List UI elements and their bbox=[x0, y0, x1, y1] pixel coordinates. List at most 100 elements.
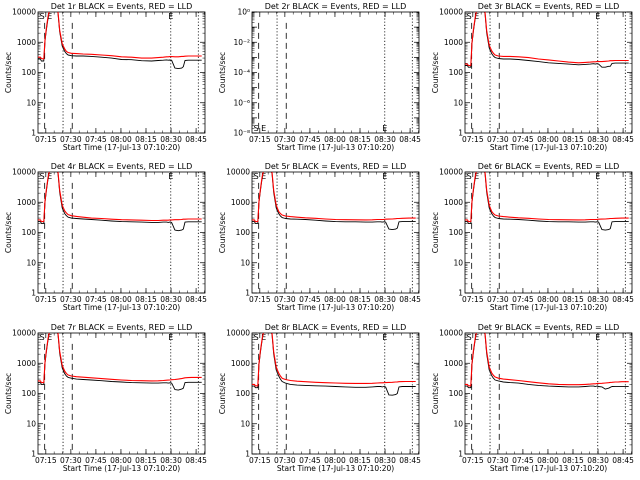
x-tick-label: 07:45 bbox=[299, 295, 321, 304]
x-tick-label: 08:45 bbox=[185, 295, 207, 304]
panel-2: Det 2r BLACK = Events, RED = LLD 10⁰ 10⁻² 1… bbox=[218, 2, 421, 152]
x-tick-label: 08:00 bbox=[110, 135, 132, 144]
y-tick-label: 1000 bbox=[444, 38, 463, 47]
y-tick-label: 1 bbox=[31, 129, 36, 138]
x-tick-label: 07:45 bbox=[512, 135, 534, 144]
x-tick-label: 08:00 bbox=[110, 295, 132, 304]
y-axis-label: Counts/sec bbox=[4, 52, 13, 93]
y-tick-label: 10000 bbox=[226, 168, 250, 177]
panel-curves bbox=[465, 172, 629, 231]
marker-label-e: E bbox=[168, 12, 173, 21]
marker-label-e: E bbox=[168, 172, 173, 181]
x-tick-label: 08:00 bbox=[324, 135, 346, 144]
x-axis-label: Start Time (17-Jul-13 07:10:20) bbox=[490, 464, 607, 473]
x-tick-label: 07:45 bbox=[299, 135, 321, 144]
x-axis-label: Start Time (17-Jul-13 07:10:20) bbox=[63, 464, 180, 473]
y-tick-label: 10 bbox=[26, 419, 36, 428]
series-events-line bbox=[465, 12, 629, 68]
y-tick-label: 1 bbox=[458, 450, 463, 459]
y-tick-label: 10 bbox=[453, 258, 463, 267]
x-tick-label: 08:30 bbox=[160, 135, 182, 144]
y-tick-label: 1 bbox=[31, 450, 36, 459]
series-lld-line bbox=[465, 333, 629, 387]
x-tick-label: 08:30 bbox=[374, 456, 396, 465]
panel-title: Det 1r BLACK = Events, RED = LLD bbox=[51, 2, 193, 11]
x-tick-label: 08:15 bbox=[135, 295, 157, 304]
x-tick-label: 08:30 bbox=[160, 456, 182, 465]
y-tick-label: 10000 bbox=[12, 329, 36, 338]
x-tick-label: 07:45 bbox=[85, 456, 107, 465]
x-tick-label: 07:30 bbox=[60, 135, 82, 144]
x-tick-label: 08:00 bbox=[110, 456, 132, 465]
marker-label-s: S bbox=[467, 172, 472, 181]
y-tick-label: 10000 bbox=[439, 8, 463, 17]
marker-label-e: E bbox=[47, 172, 52, 181]
panel-5: Det 5r BLACK = Events, RED = LLD 1 10 100 10… bbox=[218, 162, 421, 312]
x-axis-label: Start Time (17-Jul-13 07:10:20) bbox=[277, 303, 394, 312]
panel-6: Det 6r BLACK = Events, RED = LLD 1 10 100 10… bbox=[431, 162, 634, 312]
y-tick-label: 1 bbox=[245, 450, 250, 459]
x-tick-label: 07:45 bbox=[299, 456, 321, 465]
y-tick-label: 1000 bbox=[444, 359, 463, 368]
y-tick-label: 100 bbox=[236, 389, 251, 398]
x-tick-label: 08:15 bbox=[135, 456, 157, 465]
panel-8: Det 8r BLACK = Events, RED = LLD 1 10 100 10… bbox=[218, 323, 421, 473]
y-tick-label: 10000 bbox=[439, 329, 463, 338]
y-tick-label: 10000 bbox=[226, 329, 250, 338]
marker-label-e: E bbox=[168, 333, 173, 342]
y-tick-label: 100 bbox=[449, 228, 464, 237]
y-tick-label: 1 bbox=[245, 289, 250, 298]
panel-9: Det 9r BLACK = Events, RED = LLD 1 10 100 10… bbox=[431, 323, 634, 473]
x-tick-label: 07:45 bbox=[512, 456, 534, 465]
marker-label-s: S bbox=[254, 124, 259, 133]
y-axis-label: Counts/sec bbox=[218, 52, 227, 93]
y-tick-label: 10 bbox=[453, 98, 463, 107]
x-tick-label: 08:30 bbox=[587, 135, 609, 144]
marker-label-e: E bbox=[47, 12, 52, 21]
x-tick-label: 07:45 bbox=[85, 295, 107, 304]
x-tick-label: 08:00 bbox=[537, 295, 559, 304]
x-tick-label: 07:30 bbox=[487, 135, 509, 144]
marker-label-e: E bbox=[47, 333, 52, 342]
series-events-line bbox=[38, 12, 202, 70]
y-tick-label: 10⁻² bbox=[233, 38, 250, 47]
x-tick-label: 08:30 bbox=[587, 295, 609, 304]
x-axis-label: Start Time (17-Jul-13 07:10:20) bbox=[277, 464, 394, 473]
panel-curves bbox=[252, 172, 416, 231]
y-tick-label: 1000 bbox=[444, 198, 463, 207]
x-tick-label: 08:45 bbox=[399, 135, 421, 144]
y-tick-label: 10⁻⁶ bbox=[233, 98, 250, 107]
y-tick-label: 10⁻⁴ bbox=[233, 68, 250, 77]
y-axis-label: Counts/sec bbox=[4, 373, 13, 414]
panel-title: Det 4r BLACK = Events, RED = LLD bbox=[51, 162, 193, 171]
y-tick-label: 10000 bbox=[12, 168, 36, 177]
series-events-line bbox=[465, 333, 629, 390]
panel-7: Det 7r BLACK = Events, RED = LLD 1 10 100 10… bbox=[4, 323, 207, 473]
x-tick-label: 08:45 bbox=[185, 456, 207, 465]
marker-label-e: E bbox=[474, 333, 479, 342]
panel-title: Det 8r BLACK = Events, RED = LLD bbox=[265, 323, 407, 332]
y-tick-label: 10 bbox=[240, 419, 250, 428]
y-tick-label: 1000 bbox=[231, 198, 250, 207]
x-tick-label: 08:15 bbox=[135, 135, 157, 144]
series-events-line bbox=[38, 333, 202, 391]
x-axis-label: Start Time (17-Jul-13 07:10:20) bbox=[63, 143, 180, 152]
marker-label-s: S bbox=[254, 333, 259, 342]
x-axis-label: Start Time (17-Jul-13 07:10:20) bbox=[490, 143, 607, 152]
panel-title: Det 7r BLACK = Events, RED = LLD bbox=[51, 323, 193, 332]
y-tick-label: 10⁻⁸ bbox=[233, 129, 250, 138]
y-axis-label: Counts/sec bbox=[4, 212, 13, 253]
x-tick-label: 07:15 bbox=[462, 135, 484, 144]
marker-label-s: S bbox=[467, 333, 472, 342]
x-tick-label: 07:15 bbox=[249, 135, 271, 144]
panel-3: Det 3r BLACK = Events, RED = LLD 1 10 100 10… bbox=[431, 2, 634, 152]
x-tick-label: 08:00 bbox=[537, 456, 559, 465]
series-lld-line bbox=[38, 333, 202, 384]
y-tick-label: 100 bbox=[22, 68, 37, 77]
y-axis-label: Counts/sec bbox=[431, 212, 440, 253]
y-tick-label: 1000 bbox=[17, 38, 36, 47]
x-tick-label: 07:45 bbox=[512, 295, 534, 304]
marker-label-s: S bbox=[40, 333, 45, 342]
x-tick-label: 08:45 bbox=[399, 295, 421, 304]
